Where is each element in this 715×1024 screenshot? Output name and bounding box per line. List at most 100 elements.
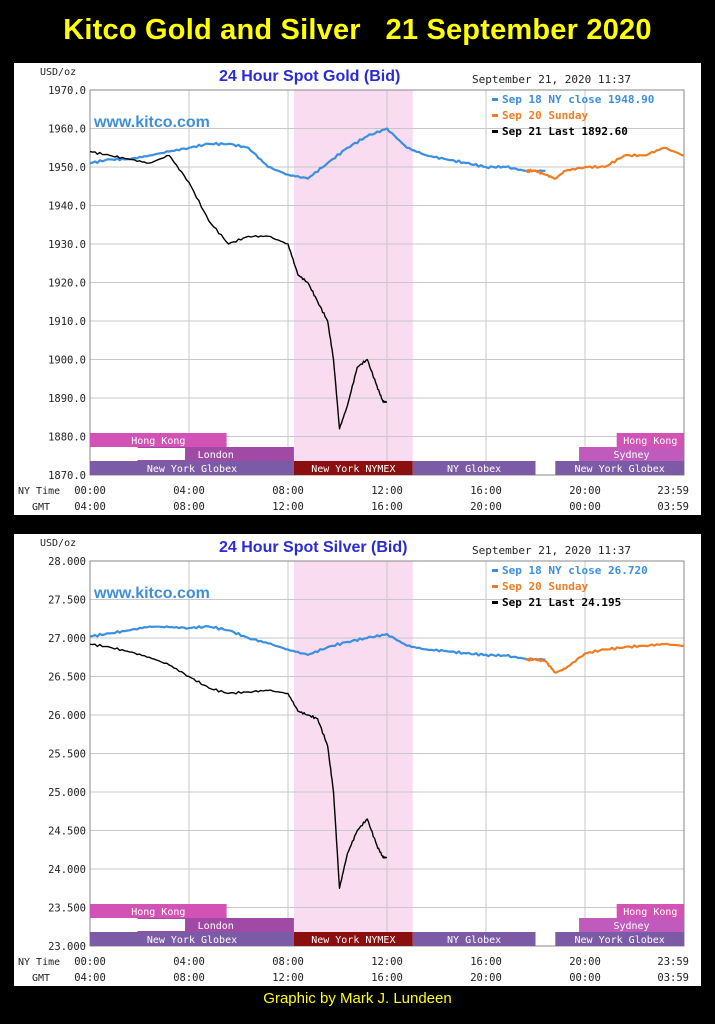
silver-xtick-gmt-label: 16:00: [371, 972, 403, 984]
silver-ytick-label: 26.500: [48, 672, 86, 684]
silver-session-bar: [293, 932, 413, 946]
gold-session-label: London: [198, 450, 234, 461]
gold-legend-label: Sep 21 Last 1892.60: [502, 125, 628, 138]
silver-xtick-ny-label: 04:00: [173, 956, 205, 968]
gold-session-bar: [90, 461, 294, 475]
silver-xtick-ny-label: 08:00: [272, 956, 304, 968]
gold-watermark: www.kitco.com: [93, 114, 210, 131]
gold-x-label-ny: NY Time: [18, 486, 60, 497]
gold-timestamp: September 21, 2020 11:37: [472, 73, 631, 86]
gold-ytick-label: 1910.0: [48, 316, 86, 328]
silver-chart: 28.000 27.500 27.000 26.500 26.000 25.500 25.0…: [18, 538, 689, 984]
gold-session-label: New York NYMEX: [311, 464, 395, 475]
page-title: Kitco Gold and Silver 21 September 2020: [63, 14, 652, 46]
silver-legend-swatch: [492, 585, 498, 588]
silver-session-label: New York Globex: [147, 935, 237, 946]
silver-session-label: Hong Kong: [623, 907, 677, 918]
gold-xtick-gmt-label: 20:00: [470, 501, 502, 513]
silver-session-label: NY Globex: [447, 935, 501, 946]
gold-session-bar: [555, 461, 684, 475]
gold-ytick-label: 1920.0: [48, 278, 86, 290]
silver-series-line: [89, 643, 388, 889]
gold-session-gap: [105, 448, 186, 460]
silver-session-bar: [412, 932, 536, 946]
gold-session-bar: [90, 433, 227, 447]
gold-legend-swatch: [492, 114, 498, 117]
gold-series-line: [89, 150, 388, 430]
silver-timestamp: September 21, 2020 11:37: [472, 544, 631, 557]
gold-ytick-label: 1970.0: [48, 85, 86, 97]
gold-legend-label: Sep 20 Sunday: [502, 109, 588, 122]
silver-session-bar: [555, 932, 684, 946]
silver-legend-label: Sep 20 Sunday: [502, 580, 588, 593]
gold-ytick-label: 1950.0: [48, 162, 86, 174]
gold-title: 24 Hour Spot Gold (Bid): [219, 68, 400, 85]
silver-ytick-label: 26.000: [48, 710, 86, 722]
silver-xtick-ny-label: 23:59: [657, 956, 689, 968]
gold-ytick-label: 1960.0: [48, 124, 86, 136]
gold-ytick-label: 1880.0: [48, 432, 86, 444]
gold-xtick-gmt-label: 08:00: [173, 501, 205, 513]
silver-series-line: [525, 642, 685, 674]
silver-xtick-gmt-label: 08:00: [173, 972, 205, 984]
gold-legend-label: Sep 18 NY close 1948.90: [502, 93, 654, 106]
gold-x-label-gmt: GMT: [32, 502, 50, 513]
gold-xtick-ny-label: 04:00: [173, 485, 205, 497]
silver-xtick-gmt-label: 00:00: [569, 972, 601, 984]
gold-legend-swatch: [492, 98, 498, 101]
gold-session-bar: [412, 461, 536, 475]
silver-session-bar: [90, 932, 294, 946]
silver-session-bar: [579, 918, 684, 932]
gold-xtick-ny-label: 16:00: [470, 485, 502, 497]
gold-series-line: [525, 146, 685, 180]
silver-session-label: Hong Kong: [131, 907, 185, 918]
gold-xtick-gmt-label: 00:00: [569, 501, 601, 513]
silver-xtick-gmt-label: 12:00: [272, 972, 304, 984]
gold-ytick-label: 1930.0: [48, 239, 86, 251]
gold-session-label: Hong Kong: [623, 436, 677, 447]
silver-session-bar: [90, 904, 227, 918]
gold-unit-label: USD/oz: [40, 67, 76, 78]
silver-ytick-label: 24.500: [48, 826, 86, 838]
silver-ytick-label: 23.000: [48, 941, 86, 953]
gold-xtick-ny-label: 20:00: [569, 485, 601, 497]
gold-legend-swatch: [492, 130, 498, 133]
silver-x-label-gmt: GMT: [32, 973, 50, 984]
silver-xtick-ny-label: 00:00: [74, 956, 106, 968]
silver-title: 24 Hour Spot Silver (Bid): [219, 539, 407, 556]
silver-session-label: Sydney: [613, 921, 649, 932]
gold-xtick-gmt-label: 04:00: [74, 501, 106, 513]
silver-ytick-label: 27.500: [48, 595, 86, 607]
silver-xtick-ny-label: 16:00: [470, 956, 502, 968]
silver-legend-label: Sep 18 NY close 26.720: [502, 564, 648, 577]
silver-session-bar: [616, 904, 684, 918]
silver-xtick-gmt-label: 04:00: [74, 972, 106, 984]
silver-ytick-label: 24.000: [48, 864, 86, 876]
silver-unit-label: USD/oz: [40, 538, 76, 549]
silver-xtick-gmt-label: 20:00: [470, 972, 502, 984]
silver-session-label: New York NYMEX: [311, 935, 395, 946]
gold-xtick-gmt-label: 16:00: [371, 501, 403, 513]
silver-ytick-label: 23.500: [48, 903, 86, 915]
gold-ytick-label: 1900.0: [48, 355, 86, 367]
silver-session-gap: [105, 919, 186, 931]
footer-credit: Graphic by Mark J. Lundeen: [263, 990, 452, 1007]
gold-xtick-ny-label: 00:00: [74, 485, 106, 497]
silver-watermark: www.kitco.com: [93, 585, 210, 602]
gold-session-label: New York Globex: [147, 464, 237, 475]
silver-series-line: [89, 624, 546, 661]
gold-ytick-label: 1870.0: [48, 470, 86, 482]
gold-chart-panel: 1970.0 1960.0 1950.0 1940.0 1930.0 1920.0 1910…: [14, 63, 701, 515]
silver-ytick-label: 25.500: [48, 749, 86, 761]
gold-session-label: NY Globex: [447, 464, 501, 475]
silver-xtick-gmt-label: 03:59: [657, 972, 689, 984]
gold-session-bar: [616, 433, 684, 447]
silver-xtick-ny-label: 12:00: [371, 956, 403, 968]
gold-session-bar: [579, 447, 684, 461]
silver-session-label: New York Globex: [574, 935, 664, 946]
gold-xtick-ny-label: 12:00: [371, 485, 403, 497]
gold-xtick-gmt-label: 03:59: [657, 501, 689, 513]
gold-session-label: Sydney: [613, 450, 649, 461]
gold-session-label: New York Globex: [574, 464, 664, 475]
silver-legend-swatch: [492, 569, 498, 572]
